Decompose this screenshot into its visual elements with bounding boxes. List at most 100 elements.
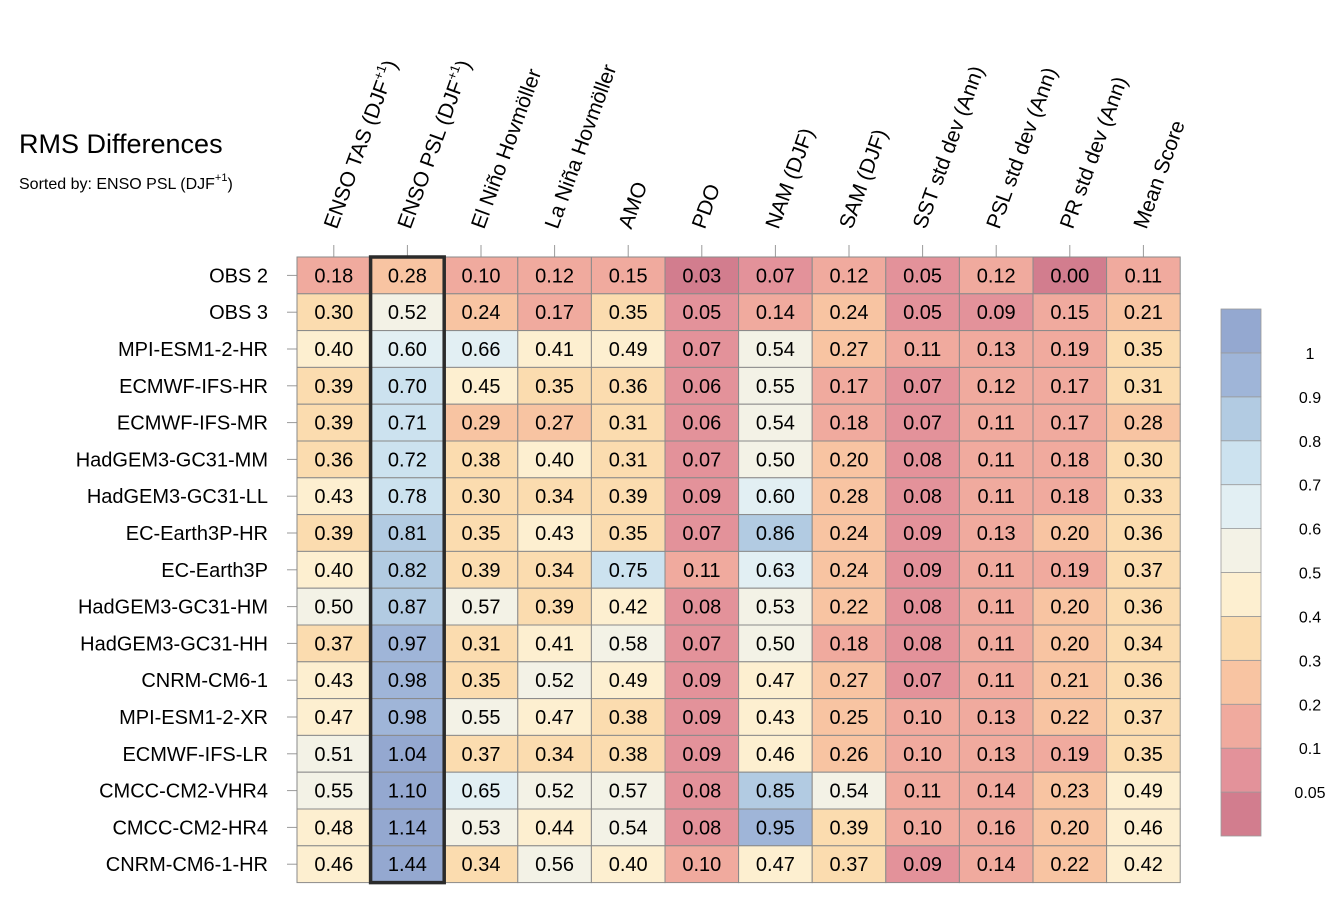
cell-value: 0.11 <box>904 781 941 803</box>
cell-value: 0.36 <box>314 449 353 471</box>
cell-value: 0.39 <box>609 486 648 508</box>
chart-subtitle-end: ) <box>227 176 232 193</box>
column-label-text: PDO <box>688 181 725 232</box>
cell-value: 0.52 <box>535 670 574 692</box>
heatmap-cell <box>296 514 372 552</box>
heatmap-cell <box>738 771 813 810</box>
heatmap-cell <box>443 808 519 847</box>
cell-value: 0.53 <box>756 597 795 619</box>
cell-value: 0.39 <box>314 523 353 545</box>
column-label-text: El Niño Hovmöller <box>467 66 546 232</box>
cell-value: 0.12 <box>977 376 1016 398</box>
cell-value: 0.11 <box>977 413 1014 435</box>
colorbar-tick-label: 0.3 <box>1299 653 1321 670</box>
cell-value: 0.49 <box>609 670 648 692</box>
colorbar-tick-label: 0.7 <box>1299 478 1321 495</box>
cell-value: 0.36 <box>609 376 648 398</box>
cell-value: 0.11 <box>904 339 941 361</box>
cell-value: 0.20 <box>1050 597 1089 619</box>
heatmap-cell <box>296 587 372 626</box>
heatmap-cell <box>590 514 666 552</box>
cell-value: 0.44 <box>535 817 574 839</box>
cell-value: 0.18 <box>314 265 353 287</box>
cell-value: 0.54 <box>756 339 795 361</box>
cell-value: 0.11 <box>977 670 1014 692</box>
heatmap-cell <box>517 366 592 405</box>
cell-value: 0.03 <box>682 265 721 287</box>
cell-value: 0.98 <box>388 670 427 692</box>
cell-value: 0.12 <box>535 265 574 287</box>
heatmap-cell <box>664 440 740 479</box>
heatmap-cell <box>443 734 519 773</box>
colorbar-segment <box>1220 747 1262 793</box>
cell-value: 0.35 <box>1124 744 1163 766</box>
cell-value: 0.49 <box>609 339 648 361</box>
heatmap-cell <box>738 293 813 332</box>
cell-value: 0.10 <box>682 854 721 876</box>
cell-value: 0.11 <box>977 597 1014 619</box>
heatmap-cell <box>738 256 813 295</box>
heatmap-cell <box>370 698 445 736</box>
cell-value: 0.48 <box>314 817 353 839</box>
cell-value: 0.45 <box>462 376 501 398</box>
colorbar-tick-label: 0.4 <box>1299 609 1321 626</box>
cell-value: 0.66 <box>462 339 501 361</box>
heatmap-cell <box>1106 624 1181 663</box>
cell-value: 0.13 <box>977 523 1016 545</box>
cell-value: 0.39 <box>535 597 574 619</box>
cell-value: 0.28 <box>1124 413 1163 435</box>
heatmap-cell <box>1032 293 1108 332</box>
heatmap-cell <box>590 808 666 847</box>
cell-value: 0.27 <box>830 670 869 692</box>
cell-value: 0.49 <box>1124 781 1163 803</box>
cell-value: 0.41 <box>535 339 574 361</box>
cell-value: 0.43 <box>314 486 353 508</box>
colorbar-segment <box>1220 352 1262 398</box>
cell-value: 0.22 <box>1050 707 1089 729</box>
column-label-text: SAM (DJF) <box>835 126 892 231</box>
cell-value: 0.30 <box>1124 449 1163 471</box>
heatmap-cell <box>443 550 519 589</box>
cell-value: 0.39 <box>314 413 353 435</box>
colorbar: 0.05 0.1 0.2 0.3 0.4 0.5 0.6 0.7 0.8 0.9 1 <box>1220 308 1326 837</box>
heatmap-cell <box>811 771 887 810</box>
heatmap-cell <box>517 293 592 332</box>
colorbar-tick-label: 0.6 <box>1299 522 1321 539</box>
row-label: CNRM-CM6-1 <box>141 670 268 692</box>
cell-value: 0.37 <box>314 633 353 655</box>
cell-value: 0.08 <box>903 486 942 508</box>
heatmap-cell <box>885 366 960 405</box>
heatmap-cell <box>738 366 813 405</box>
cell-value: 0.28 <box>830 486 869 508</box>
heatmap-cell <box>517 330 592 368</box>
column-label-text: NAM (DJF) <box>761 125 819 232</box>
colorbar-tick-label: 0.9 <box>1299 390 1321 407</box>
cell-value: 0.35 <box>462 670 501 692</box>
heatmap-cell <box>1106 293 1181 332</box>
column-label-text: AMO <box>614 179 652 232</box>
cell-value: 0.36 <box>1124 597 1163 619</box>
heatmap-cell <box>811 440 887 479</box>
cell-value: 0.09 <box>903 523 942 545</box>
colorbar-segment <box>1220 484 1262 529</box>
heatmap-cell <box>443 624 519 663</box>
heatmap-cell <box>738 624 813 663</box>
heatmap-cell <box>296 440 372 479</box>
heatmap-cell <box>958 698 1034 736</box>
cell-value: 0.47 <box>535 707 574 729</box>
cell-value: 0.58 <box>609 633 648 655</box>
heatmap-cell <box>370 256 445 295</box>
cell-value: 0.09 <box>682 707 721 729</box>
column-label: ENSO PSL (DJF+1) <box>391 56 476 232</box>
column-label: El Niño Hovmöller <box>467 66 546 232</box>
row-label: HadGEM3-GC31-HH <box>80 633 268 655</box>
heatmap-cell <box>958 256 1034 295</box>
heatmap-cell <box>590 845 666 884</box>
heatmap-cell <box>296 771 372 810</box>
colorbar-segment <box>1220 659 1262 705</box>
heatmap-cell <box>517 698 592 736</box>
column-label-text: PR std dev (Ann) <box>1056 74 1132 232</box>
cell-value: 0.30 <box>462 486 501 508</box>
cell-value: 0.24 <box>830 523 869 545</box>
cell-value: 0.82 <box>388 560 427 582</box>
